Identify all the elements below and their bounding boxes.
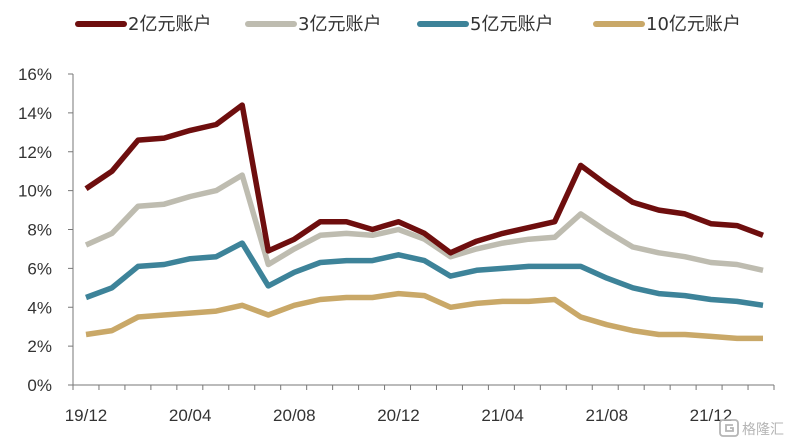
y-axis: 0% 2% 4% 6% 8% 10% 12% 14% 16% — [18, 65, 74, 395]
y-tick-label: 2% — [27, 337, 52, 356]
x-tick-label: 20/04 — [169, 406, 212, 425]
x-tick-label: 19/12 — [65, 406, 108, 425]
x-axis: 19/12 20/04 20/08 20/12 21/04 21/08 21/12 — [65, 384, 775, 425]
legend-label: 2亿元账户 — [128, 14, 211, 35]
y-tick-label: 12% — [18, 143, 52, 162]
y-tick-label: 16% — [18, 65, 52, 84]
legend-label: 10亿元账户 — [646, 14, 741, 35]
series-line — [84, 102, 764, 256]
x-tick-label: 20/12 — [377, 406, 420, 425]
legend-item: 10亿元账户 — [593, 14, 741, 35]
legend: 2亿元账户 3亿元账户 5亿元账户 10亿元账户 — [75, 14, 741, 35]
series-layer — [84, 102, 764, 342]
series-line — [85, 290, 763, 342]
y-tick-label: 4% — [27, 298, 52, 317]
x-tick-label: 20/08 — [273, 406, 316, 425]
watermark-text: 格隆汇 — [742, 422, 784, 438]
y-tick-label: 14% — [18, 104, 52, 123]
legend-item: 3亿元账户 — [245, 14, 381, 35]
y-tick-label: 6% — [27, 259, 52, 278]
x-tick-label: 21/08 — [585, 406, 628, 425]
series-line — [84, 172, 764, 273]
watermark: 格隆汇 — [719, 419, 784, 438]
legend-label: 5亿元账户 — [470, 14, 553, 35]
g-logo-icon — [719, 419, 739, 437]
y-tick-label: 8% — [27, 221, 52, 240]
y-tick-label: 10% — [18, 182, 52, 201]
x-tick-label: 21/04 — [481, 406, 524, 425]
y-tick-label: 0% — [27, 376, 52, 395]
legend-item: 2亿元账户 — [75, 14, 211, 35]
x-tick-label: 21/12 — [690, 406, 733, 425]
legend-item: 5亿元账户 — [417, 14, 553, 35]
legend-label: 3亿元账户 — [298, 14, 381, 35]
series-line — [85, 240, 764, 309]
